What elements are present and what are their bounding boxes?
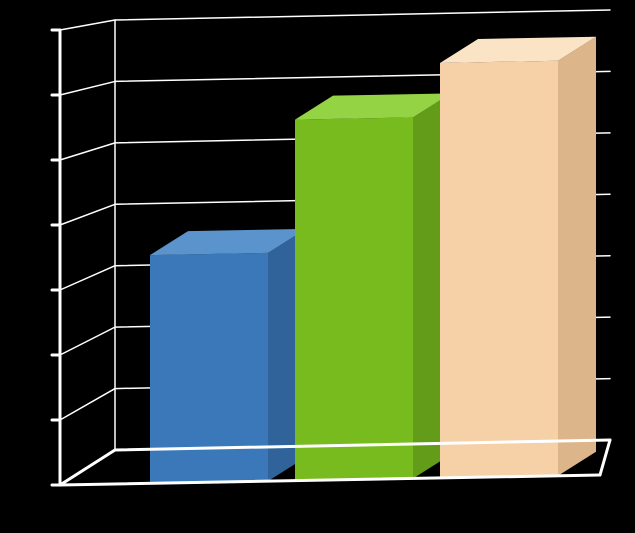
- bars: [150, 37, 596, 484]
- bar-3d-chart: [0, 0, 635, 533]
- bar-2: [295, 93, 451, 480]
- bar-3: [440, 37, 596, 478]
